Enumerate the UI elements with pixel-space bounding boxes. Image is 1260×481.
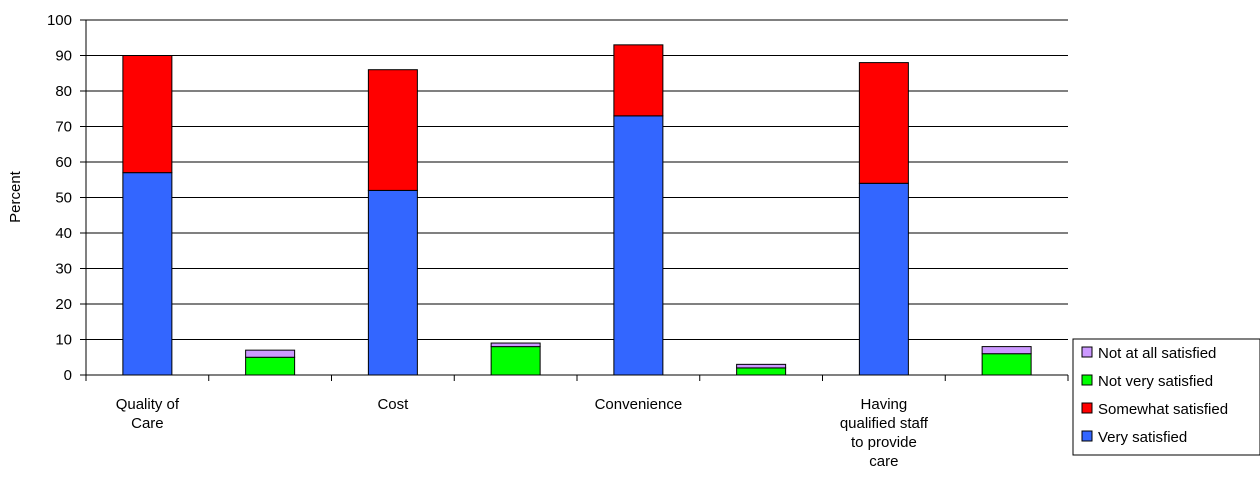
x-category-label-line: Cost <box>377 396 409 413</box>
legend: Not at all satisfied Not very satisfied So… <box>1072 338 1260 456</box>
legend-label: Somewhat satisfied <box>1098 401 1228 418</box>
bar-segment <box>613 44 664 117</box>
bar-segment <box>858 182 909 376</box>
x-category-label-line: qualified staff <box>840 415 929 432</box>
bar-segment <box>122 172 173 376</box>
x-category-label-line: Care <box>131 415 164 432</box>
y-tick-label: 50 <box>55 190 72 207</box>
x-category-label: Convenience <box>595 396 683 413</box>
x-category-label: Having qualified staff to provide care <box>840 396 929 470</box>
legend-swatch <box>1081 402 1093 414</box>
bar-segment <box>858 62 909 184</box>
bar-segment <box>490 342 541 348</box>
x-category-label-line: Quality of <box>116 396 180 413</box>
x-category-label-line: to provide <box>851 434 917 451</box>
x-category-label-line: Convenience <box>595 396 683 413</box>
bar-segment <box>367 69 418 191</box>
bar-segment <box>981 346 1032 355</box>
legend-box <box>1072 338 1260 456</box>
x-category-label: Cost <box>377 396 409 413</box>
bar-segment <box>736 363 787 369</box>
x-category-label-line: care <box>869 453 898 470</box>
legend-label: Not at all satisfied <box>1098 345 1216 362</box>
y-tick-label: 100 <box>47 12 72 29</box>
legend-swatch <box>1081 346 1093 358</box>
y-tick-label: 70 <box>55 119 72 136</box>
axes: 0 10 20 30 40 50 60 70 80 90 100 Quality of Care Cost… <box>47 12 1069 470</box>
legend-label: Very satisfied <box>1098 429 1187 446</box>
bar-segment <box>981 353 1032 376</box>
gridlines <box>86 19 1068 340</box>
y-tick-label: 60 <box>55 154 72 171</box>
y-tick-label: 10 <box>55 332 72 349</box>
legend-label: Not very satisfied <box>1098 373 1213 390</box>
y-tick-label: 90 <box>55 48 72 65</box>
bar-segment <box>122 55 173 174</box>
y-tick-label: 20 <box>55 296 72 313</box>
y-axis-label: Percent <box>7 170 24 223</box>
y-tick-label: 0 <box>64 367 72 384</box>
legend-swatch <box>1081 374 1093 386</box>
bar-segment <box>613 115 664 376</box>
bars <box>122 44 1032 376</box>
y-tick-label: 40 <box>55 225 72 242</box>
bar-segment <box>245 356 296 376</box>
bar-segment <box>245 349 296 358</box>
bar-segment <box>367 189 418 376</box>
x-category-label-line: Having <box>861 396 908 413</box>
y-tick-label: 80 <box>55 83 72 100</box>
y-tick-label: 30 <box>55 261 72 278</box>
x-category-label: Quality of Care <box>116 396 180 432</box>
bar-segment <box>736 367 787 376</box>
bar-segment <box>490 346 541 376</box>
legend-swatch <box>1081 430 1093 442</box>
